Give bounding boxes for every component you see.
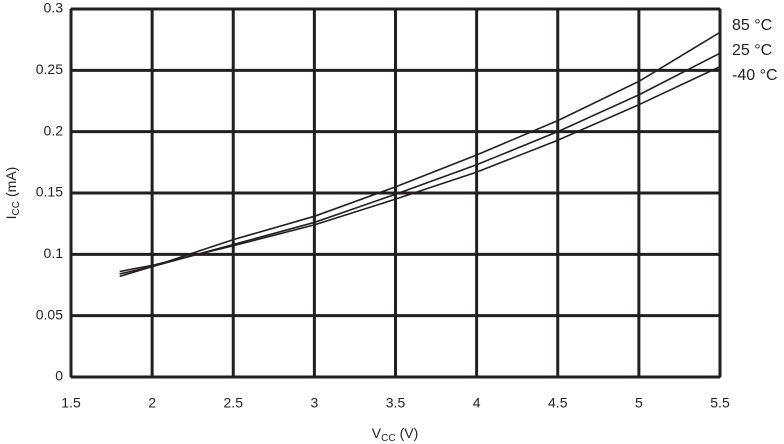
y-axis-label: ICC(mA) [3,167,22,220]
y-tick-label: 0.3 [44,0,64,16]
legend-label: -40 °C [732,67,778,84]
x-tick-label: 2 [148,395,156,411]
x-tick-label: 5 [635,395,643,411]
x-tick-label: 1.5 [61,395,81,411]
x-tick-label: 5.5 [710,395,730,411]
y-tick-label: 0.25 [36,61,63,77]
legend-label: 85 °C [732,17,772,34]
legend-label: 25 °C [732,42,772,59]
y-tick-label: 0.1 [44,245,64,261]
series-line [119,31,721,278]
x-tick-label: 4.5 [548,395,568,411]
x-tick-label: 4 [473,395,481,411]
x-axis-label: VCC (V) [372,425,418,444]
y-tick-label: 0.15 [36,184,63,200]
x-tick-label: 3 [310,395,318,411]
x-tick-label: 3.5 [386,395,406,411]
x-tick-label: 2.5 [224,395,244,411]
y-tick-label: 0.05 [36,306,63,322]
y-tick-label: 0.2 [44,122,64,138]
y-tick-label: 0 [55,368,63,384]
series-line [119,65,721,273]
